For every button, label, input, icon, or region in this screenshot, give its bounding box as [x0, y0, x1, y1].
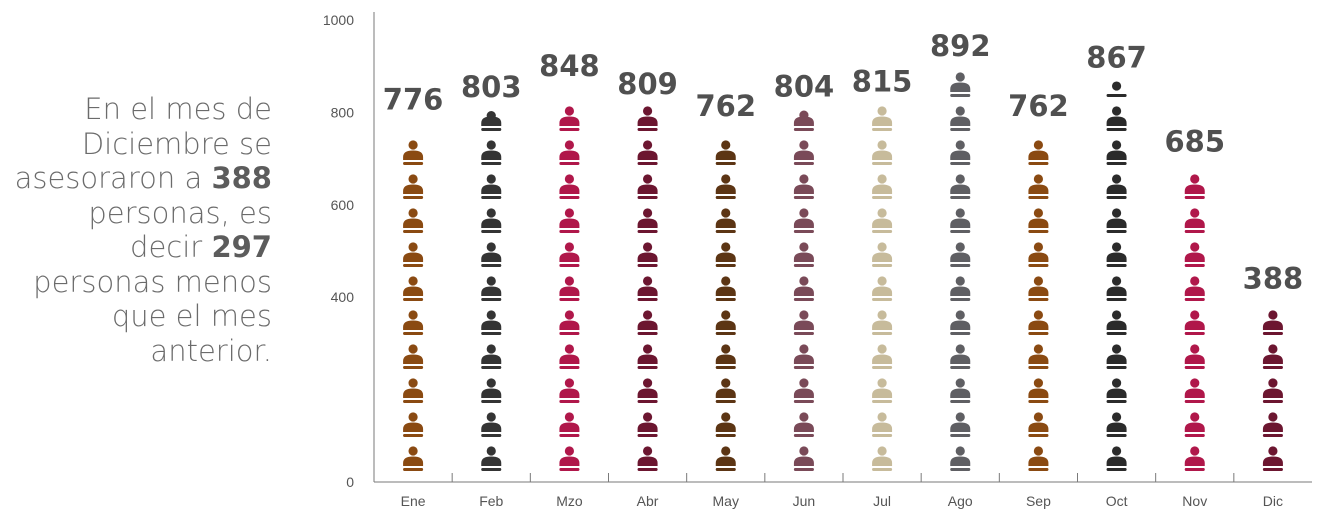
chart-labels: 776 803 848 809 762 804 815 892 762 867 685 388: [383, 29, 1303, 296]
bar-oct: [1106, 81, 1127, 471]
x-tick-label: Dic: [1263, 493, 1283, 509]
bar-sep: [1028, 140, 1049, 471]
y-tick-label: 600: [331, 197, 355, 213]
x-tick-label: Abr: [637, 493, 659, 509]
y-tick-label: 1000: [323, 12, 354, 28]
x-tick-label: Feb: [479, 493, 503, 509]
bar-ene: [403, 140, 424, 471]
x-tick-label: Jun: [793, 493, 816, 509]
chart-axes: 0 400 600 800 1000 Ene Feb Mzo Abr May Jun Jul Ago Se…: [323, 12, 1312, 509]
bar-may: [715, 140, 736, 471]
summary-line-3-text: asesoraron a: [14, 161, 212, 195]
chart-columns: [403, 72, 1283, 471]
x-tick-label: Oct: [1106, 493, 1128, 509]
summary-difference: 297: [211, 230, 272, 264]
value-label-dic: 388: [1243, 262, 1304, 296]
bar-jul: [872, 106, 893, 471]
x-tick-label: Mzo: [556, 493, 583, 509]
x-tick-label: Sep: [1026, 493, 1051, 509]
x-tick-label: Jul: [873, 493, 891, 509]
value-label-oct: 867: [1086, 40, 1147, 74]
bar-ago: [950, 72, 971, 471]
bar-abr: [637, 106, 658, 471]
summary-line-7: que el mes: [111, 299, 272, 333]
value-label-ene: 776: [383, 82, 444, 116]
summary-line-4: personas, es: [88, 195, 272, 230]
value-label-feb: 803: [461, 70, 522, 104]
x-tick-label: Ene: [401, 493, 426, 509]
bar-nov: [1184, 174, 1205, 471]
x-tick-label: May: [713, 493, 739, 509]
summary-line-1: En el mes de: [84, 92, 272, 126]
y-tick-label: 400: [331, 289, 355, 305]
value-label-sep: 762: [1008, 89, 1069, 123]
x-tick-label: Ago: [948, 493, 973, 509]
summary-line-5: decir 297: [0, 230, 272, 265]
value-label-mzo: 848: [539, 49, 600, 83]
value-label-abr: 809: [617, 67, 678, 101]
bar-feb: [481, 111, 502, 471]
y-tick-label: 0: [346, 474, 354, 490]
x-tick-label: Nov: [1182, 493, 1207, 509]
summary-line-3: asesoraron a 388: [0, 161, 272, 196]
value-label-ago: 892: [930, 29, 991, 63]
summary-text: En el mes de Diciembre se asesoraron a 3…: [0, 92, 272, 368]
value-label-jun: 804: [774, 70, 835, 104]
value-label-nov: 685: [1164, 125, 1225, 159]
summary-line-5-text: decir: [130, 230, 212, 264]
value-label-may: 762: [695, 89, 756, 123]
bar-jun: [793, 110, 814, 471]
summary-count-december: 388: [211, 161, 272, 195]
summary-line-6: personas menos: [33, 264, 272, 299]
value-label-jul: 815: [852, 64, 913, 98]
bar-dic: [1262, 310, 1283, 471]
bar-mzo: [559, 106, 580, 471]
y-tick-label: 800: [331, 104, 355, 120]
summary-line-8: anterior.: [150, 333, 272, 368]
summary-line-2: Diciembre se: [81, 126, 272, 161]
